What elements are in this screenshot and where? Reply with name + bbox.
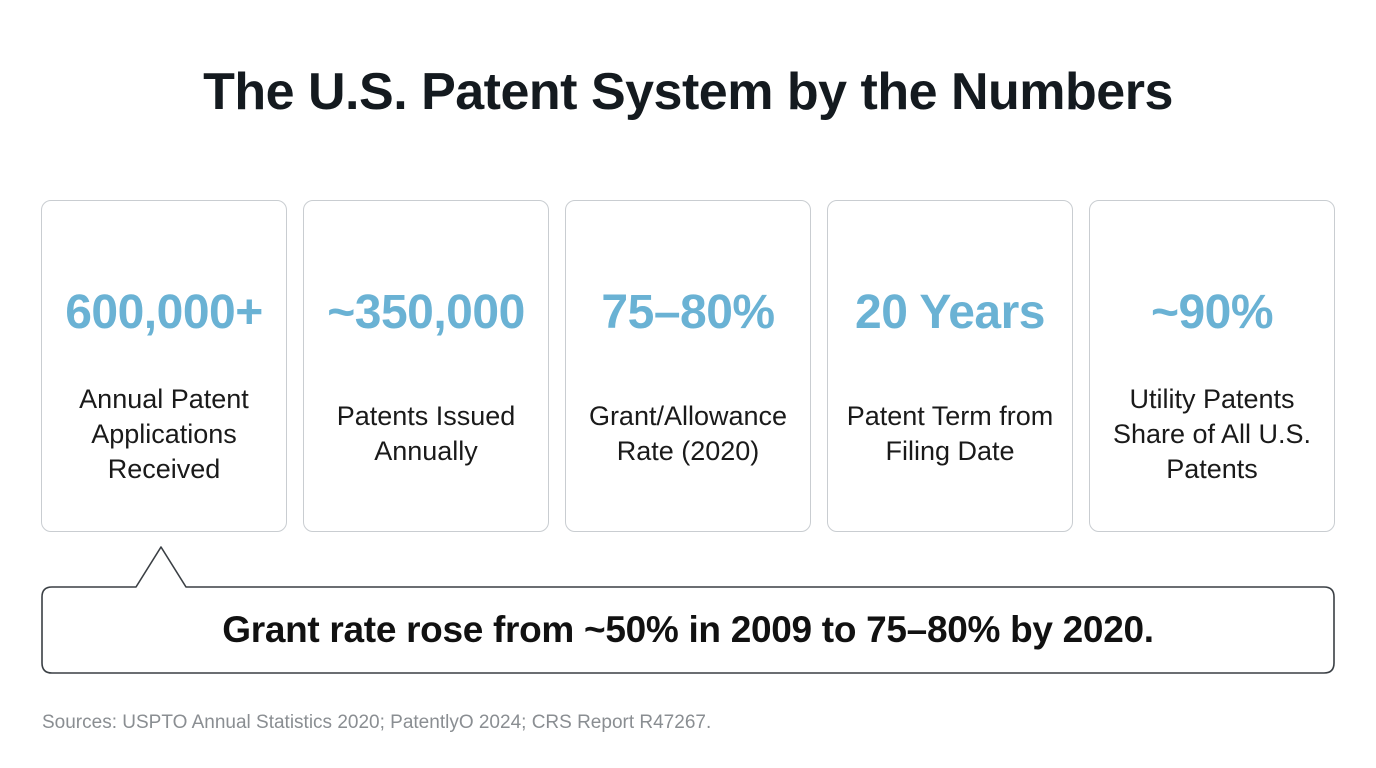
stat-label: Patent Term from Filing Date [846,401,1054,466]
stat-label: Grant/Allowance Rate (2020) [588,401,788,466]
page-title: The U.S. Patent System by the Numbers [203,63,1173,121]
callout-text: Grant rate rose from ~50% in 2009 to 75–… [222,609,1154,650]
stat-label: Utility Patents Share of All U.S. Patent… [1112,383,1312,484]
stat-value: ~350,000 [327,286,525,339]
stat-card-grant-rate: 75–80% Grant/Allowance Rate (2020) [565,200,811,532]
stat-value: 20 Years [855,286,1046,339]
stat-cards: 600,000+ Annual Patent Applications Rece… [41,200,1335,532]
stat-label: Patents Issued Annually [336,401,516,466]
stat-label: Annual Patent Applications Received [79,383,249,484]
stat-card-utility-share: ~90% Utility Patents Share of All U.S. P… [1089,200,1335,532]
stat-card-patent-term: 20 Years Patent Term from Filing Date [827,200,1073,532]
stat-value: 600,000+ [65,286,263,339]
stat-value: ~90% [1150,286,1274,339]
callout-box: Grant rate rose from ~50% in 2009 to 75–… [41,546,1335,674]
callout-bubble-shape [41,546,1335,674]
stat-card-issued: ~350,000 Patents Issued Annually [303,200,549,532]
stat-card-applications: 600,000+ Annual Patent Applications Rece… [41,200,287,532]
sources-note: Sources: USPTO Annual Statistics 2020; P… [42,712,712,733]
stat-value: 75–80% [601,286,775,339]
